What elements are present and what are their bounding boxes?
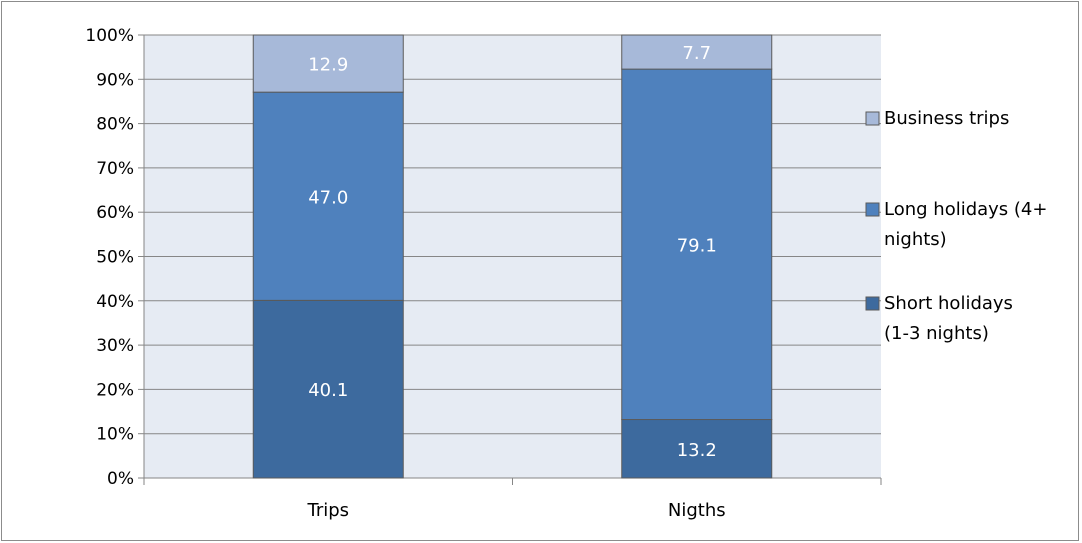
data-label: 40.1 [308, 380, 348, 401]
bar-segment [621, 419, 773, 479]
y-tick-label: 60% [96, 203, 134, 223]
y-tick-label: 20% [96, 380, 134, 400]
legend-swatch [865, 202, 880, 217]
y-tick-label: 0% [107, 469, 134, 489]
data-label: 79.1 [677, 235, 717, 256]
bar-segment [252, 91, 404, 301]
y-tick-label: 10% [96, 425, 134, 445]
x-tick-label: Nigths [668, 500, 726, 521]
y-tick-label: 80% [96, 115, 134, 135]
data-label: 13.2 [677, 440, 717, 461]
legend-swatch [865, 296, 880, 311]
bar-segment [252, 299, 404, 479]
x-tick-label: Trips [306, 500, 349, 521]
bar-segment [621, 68, 773, 421]
bar-segment [252, 34, 404, 93]
legend-label: Long holidays (4+ [884, 199, 1047, 220]
legend-label: Business trips [884, 108, 1009, 129]
y-tick-label: 30% [96, 336, 134, 356]
data-label: 12.9 [308, 55, 348, 76]
y-tick-label: 90% [96, 70, 134, 90]
y-tick-label: 40% [96, 292, 134, 312]
legend-label: (1-3 nights) [884, 323, 989, 344]
data-label: 47.0 [308, 187, 348, 208]
y-tick-label: 70% [96, 159, 134, 179]
bar-segment [621, 34, 773, 70]
y-tick-label: 50% [96, 248, 134, 268]
legend-swatch [865, 111, 880, 126]
legend-label: Short holidays [884, 293, 1013, 314]
legend-label: nights) [884, 229, 947, 250]
y-tick-label: 100% [85, 26, 134, 46]
data-label: 7.7 [682, 43, 711, 64]
